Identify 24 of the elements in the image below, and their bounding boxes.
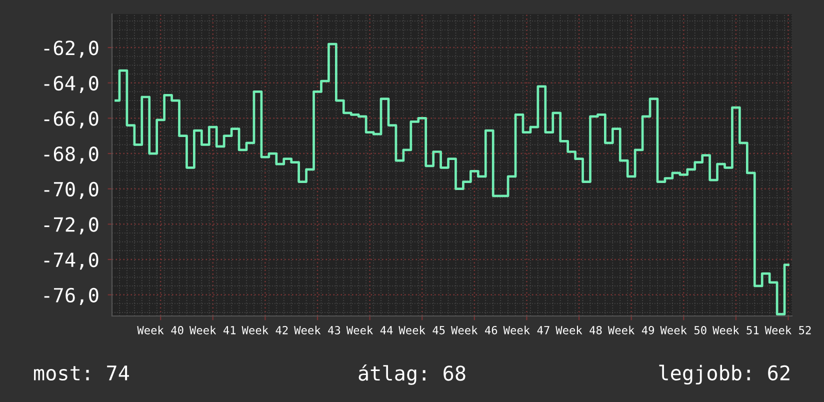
y-tick-label: -66,0 (44, 111, 98, 128)
x-tick-label: Week 44 (346, 326, 393, 334)
y-tick-label: -70,0 (44, 182, 98, 200)
text: most: 74 (34, 366, 129, 381)
x-tick-label: Week 48 (556, 326, 602, 334)
y-tick-label: -62,0 (44, 40, 98, 58)
y-tick-label: -72,0 (44, 217, 98, 234)
y-tick-label: -64,0 (44, 76, 98, 94)
x-tick-label: Week 45 (398, 326, 445, 334)
x-tick-label: Week 49 (608, 326, 654, 334)
x-tick-label: Week 42 (242, 326, 288, 334)
x-tick-label: Week 41 (189, 326, 236, 334)
x-tick-label: Week 51 (712, 326, 759, 334)
x-tick-label: Week 40 (137, 326, 184, 334)
text: legjobb: 62 (659, 364, 790, 385)
text: átlag: 68 (358, 364, 466, 385)
x-tick-label: Week 47 (503, 326, 550, 334)
x-tick-label: Week 52 (764, 326, 811, 334)
y-tick-label: -74,0 (44, 252, 98, 270)
y-tick-label: -68,0 (44, 146, 98, 164)
x-tick-label: Week 43 (294, 326, 340, 334)
x-tick-label: Week 50 (660, 326, 706, 334)
x-tick-label: Week 46 (451, 326, 498, 334)
y-tick-label: -76,0 (44, 288, 98, 305)
